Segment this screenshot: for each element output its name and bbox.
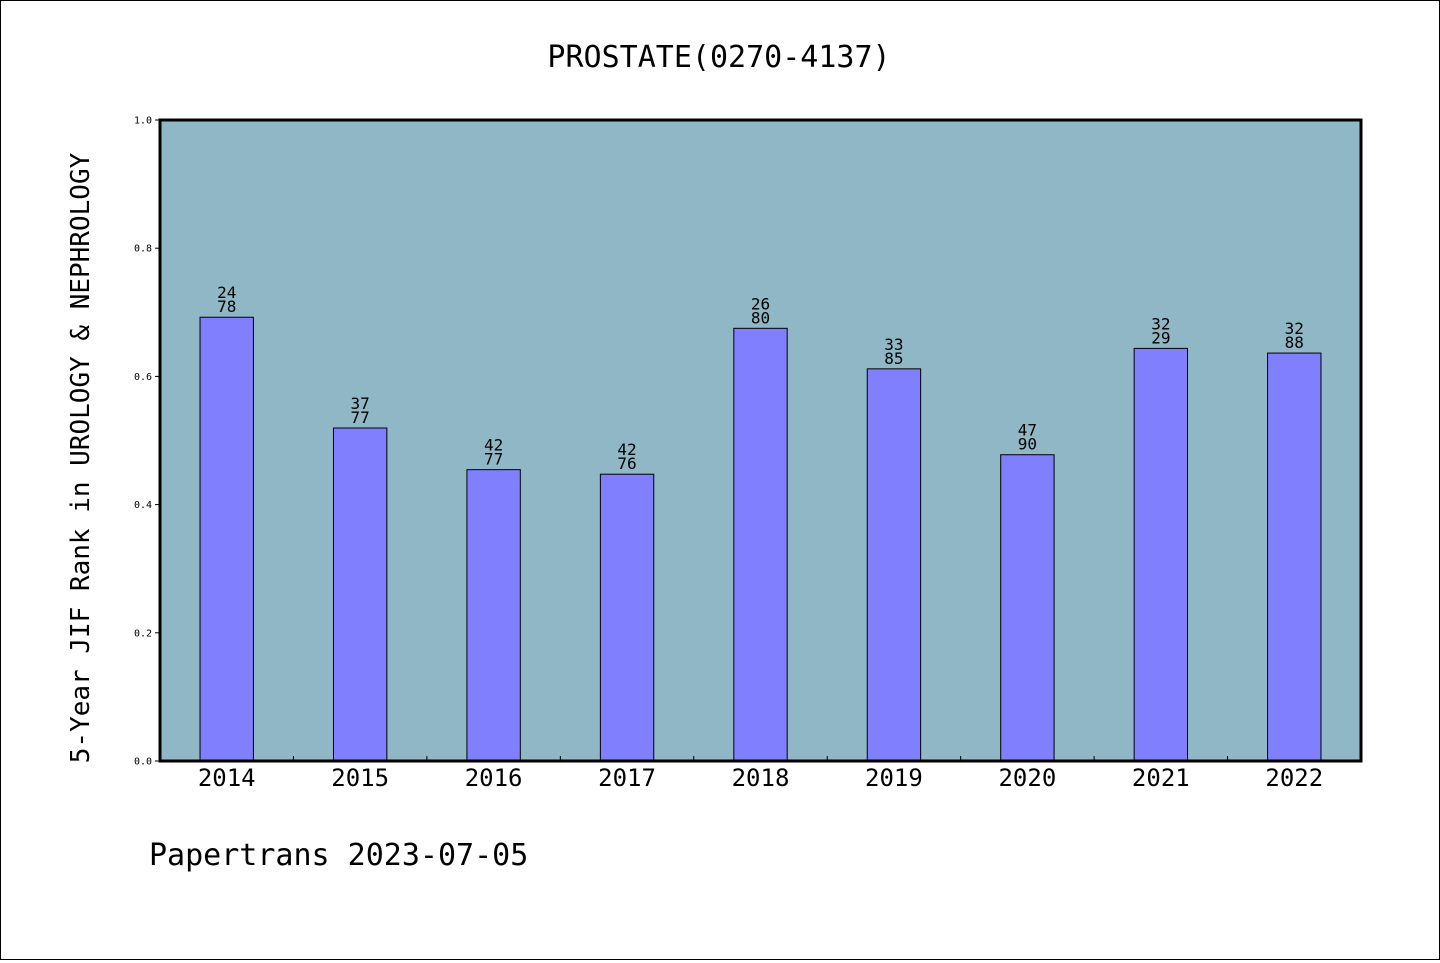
y-axis-label: 5-Year JIF Rank in UROLOGY & NEPHROLOGY [66,152,96,763]
y-axis: 0.0 0.2 0.4 0.6 0.8 1.0 [134,116,160,768]
bar-2020 [1000,454,1055,762]
bar-2014 [199,316,254,762]
data-label-total: 78 [217,297,236,316]
data-label-rank: 47 [1018,421,1037,440]
x-tick-label: 2022 [1265,764,1323,792]
bar-2022 [1267,352,1322,762]
bar-2018 [733,327,788,762]
bar-2017 [599,473,655,762]
y-tick-label: 0.8 [134,244,152,255]
data-label-rank: 42 [617,440,636,459]
x-axis: 2014 2015 2016 2017 2018 2019 2020 2021 2022 [198,756,1323,792]
bar-2015 [332,427,388,762]
data-label-total: 85 [884,349,903,368]
data-label-rank: 33 [884,335,903,354]
data-label-rank: 42 [484,436,503,455]
x-tick-label: 2016 [465,764,523,792]
x-tick-label: 2020 [998,764,1056,792]
data-label-total: 76 [617,454,636,473]
bar-series [199,316,1322,762]
x-tick-label: 2015 [331,764,389,792]
data-label-total: 80 [751,308,770,327]
y-tick-label: 0.2 [134,628,152,639]
y-tick-label: 0.6 [134,372,152,383]
x-tick-label: 2021 [1132,764,1190,792]
x-tick-label: 2014 [198,764,256,792]
data-label-total: 77 [484,450,503,469]
data-label-total: 29 [1151,328,1170,347]
x-tick-label: 2018 [732,764,790,792]
bar-2016 [466,469,521,762]
x-tick-label: 2019 [865,764,923,792]
data-label-rank: 37 [351,394,370,413]
data-label-rank: 32 [1151,314,1170,333]
data-label-rank: 26 [751,294,770,313]
bar-2019 [866,368,922,762]
data-label-total: 77 [351,408,370,427]
y-tick-label: 1.0 [134,116,152,127]
data-label-rank: 32 [1285,319,1304,338]
y-tick-label: 0.4 [134,500,152,511]
y-tick-label: 0.0 [134,757,152,768]
footer-credit: Papertrans 2023-07-05 [149,838,528,873]
data-label-total: 90 [1018,435,1037,454]
x-tick-label: 2017 [598,764,656,792]
data-label-total: 88 [1285,333,1304,352]
chart-title: PROSTATE(0270-4137) [547,40,890,75]
plot-border [158,118,1363,763]
bar-2021 [1133,347,1189,762]
data-label-rank: 24 [217,283,236,302]
